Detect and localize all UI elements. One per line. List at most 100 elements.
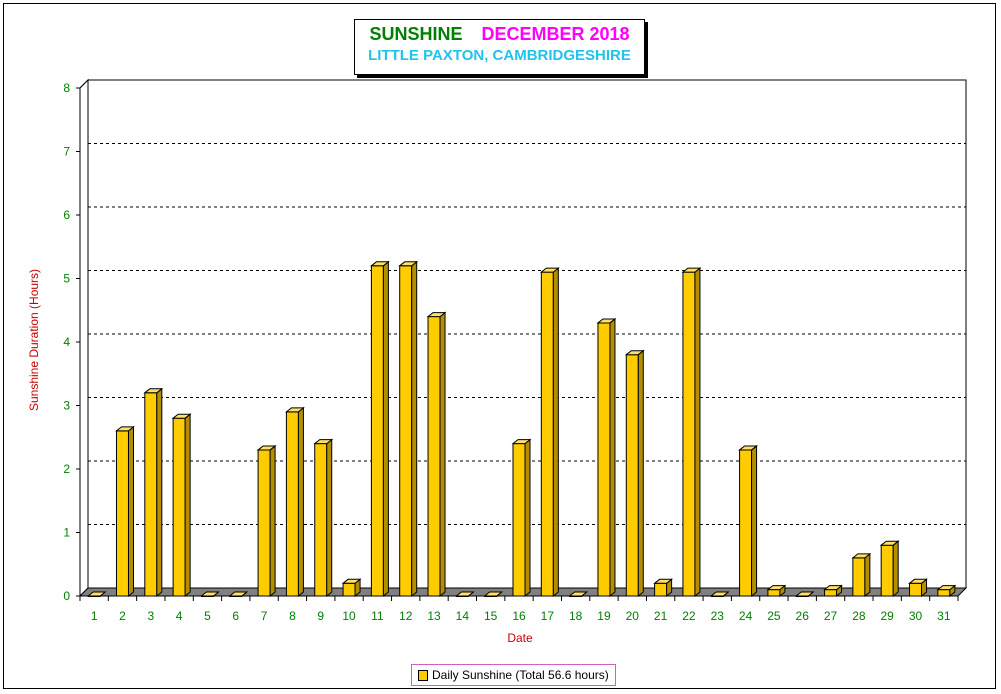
bar-front <box>144 392 158 597</box>
bar-top <box>653 578 674 584</box>
bar <box>256 444 277 598</box>
bar-top <box>936 585 957 591</box>
bar <box>454 591 475 597</box>
bar <box>738 444 759 598</box>
x-tick-labels: 1 2 3 4 5 6 7 8 9 10 11 12 13 14 15 16 17 18 19 20 21 22 23 24 2… <box>91 609 951 623</box>
bar <box>341 578 362 598</box>
y-tick-labels: 0 1 2 3 4 5 6 7 8 <box>63 81 70 603</box>
bar <box>709 591 730 597</box>
x-tick-label: 11 <box>371 609 384 623</box>
x-tick-label: 14 <box>456 609 470 623</box>
bar <box>483 591 504 597</box>
bar-top <box>738 445 759 451</box>
bar-top <box>284 407 305 413</box>
bar-side <box>892 540 899 598</box>
bar <box>794 591 815 597</box>
bar <box>936 584 957 598</box>
bar <box>284 406 305 598</box>
bar-top <box>313 439 334 445</box>
legend-label: Daily Sunshine (Total 56.6 hours) <box>432 668 609 682</box>
bar-side <box>439 311 446 598</box>
bar-side <box>864 552 871 598</box>
x-tick-label: 12 <box>399 609 413 623</box>
bar <box>86 591 107 597</box>
bar-front <box>852 557 866 597</box>
bar-top <box>398 261 419 267</box>
bar-front <box>342 582 356 597</box>
bar-top <box>766 585 787 591</box>
x-tick-label: 19 <box>597 609 611 623</box>
bar-top <box>228 591 249 597</box>
legend-swatch <box>418 669 428 681</box>
bar-top <box>143 388 164 394</box>
bar-front <box>909 582 923 597</box>
bar <box>511 438 532 598</box>
bar-side <box>637 349 644 598</box>
bar <box>879 540 900 598</box>
bar <box>568 591 589 597</box>
y-tick-label: 3 <box>63 399 70 413</box>
x-tick-label: 29 <box>881 609 895 623</box>
bar-top <box>426 312 447 318</box>
bar-top <box>511 439 532 445</box>
x-tick-label: 20 <box>626 609 640 623</box>
bar-side <box>184 413 191 598</box>
y-tick-label: 1 <box>63 526 70 540</box>
x-tick-label: 8 <box>289 609 296 623</box>
bar-top <box>454 591 475 597</box>
chart-title-line: SUNSHINE DECEMBER 2018 <box>355 24 644 45</box>
bar <box>313 438 334 598</box>
bar-top <box>709 591 730 597</box>
x-tick-label: 16 <box>512 609 526 623</box>
x-tick-label: 21 <box>654 609 668 623</box>
bar <box>369 260 390 598</box>
bar-top <box>483 591 504 597</box>
y-axis-label: Sunshine Duration (Hours) <box>27 269 41 411</box>
bar <box>143 387 164 598</box>
bar-front <box>597 322 611 597</box>
bar <box>426 311 447 598</box>
bar-top <box>596 318 617 324</box>
bar-front <box>767 589 781 597</box>
x-tick-label: 17 <box>541 609 555 623</box>
chart-title-month: DECEMBER 2018 <box>481 24 630 44</box>
bar <box>653 578 674 598</box>
bar <box>823 584 843 598</box>
y-tick-label: 5 <box>63 272 70 286</box>
bar-side <box>411 260 418 598</box>
bar-top <box>568 591 589 597</box>
chart-title: SUNSHINE <box>369 24 463 44</box>
x-tick-label: 1 <box>91 609 98 623</box>
bar-side <box>156 387 163 598</box>
bar-side <box>269 444 276 598</box>
bar-top <box>851 553 872 559</box>
bar <box>908 578 928 598</box>
bar-top <box>115 426 135 432</box>
x-tick-label: 27 <box>824 609 838 623</box>
x-tick-label: 13 <box>427 609 441 623</box>
y-tick-label: 6 <box>63 208 70 222</box>
x-tick-label: 7 <box>261 609 268 623</box>
x-tick-label: 18 <box>569 609 583 623</box>
y-tick-label: 4 <box>63 335 70 349</box>
bar-front <box>285 411 299 597</box>
x-tick-label: 4 <box>176 609 183 623</box>
bar-front <box>654 582 668 597</box>
bar <box>228 591 249 597</box>
bar <box>624 349 645 598</box>
left-wall <box>79 78 89 598</box>
bar-front <box>115 430 129 597</box>
x-tick-label: 30 <box>909 609 923 623</box>
bar-top <box>171 413 192 419</box>
y-tick-label: 7 <box>63 145 70 159</box>
bar-top <box>823 585 843 591</box>
bar-top <box>624 350 645 356</box>
chart-frame <box>3 3 996 689</box>
bar-front <box>824 589 838 597</box>
bar <box>596 317 617 598</box>
bar-top <box>539 267 560 273</box>
x-tick-label: 31 <box>937 609 951 623</box>
bar <box>539 267 560 598</box>
x-tick-label: 22 <box>682 609 696 623</box>
bar-front <box>427 316 441 597</box>
